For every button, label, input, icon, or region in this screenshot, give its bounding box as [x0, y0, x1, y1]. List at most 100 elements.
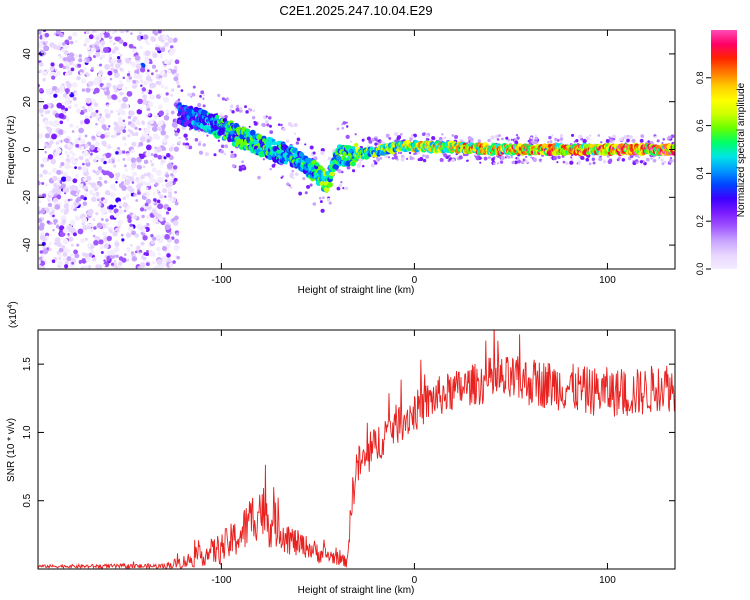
spectrogram-cell: [72, 31, 78, 37]
spectrogram-cell: [118, 116, 123, 121]
spectrogram-cell: [130, 162, 137, 169]
spectrogram-cell: [114, 241, 120, 247]
spectrogram-cell: [55, 225, 60, 229]
spectrogram-cell: [66, 154, 70, 158]
spectrogram-cell: [248, 125, 251, 128]
spectrogram-cell: [62, 93, 68, 98]
spectrogram-cell: [77, 166, 82, 170]
spectrogram-cell: [81, 162, 85, 166]
spectrogram-cell: [500, 156, 505, 161]
spectrogram-cell: [126, 232, 131, 238]
spectrogram-cell: [490, 135, 495, 140]
colorbar: 0.0 0.2 0.4 0.6 0.8 Normalized spectral ampl…: [695, 30, 747, 275]
spectrogram-cell: [137, 73, 141, 77]
spectrogram-cell: [92, 193, 97, 198]
spectrogram-cell: [514, 140, 519, 145]
spectrogram-cell: [67, 105, 72, 110]
spectrogram-cell: [58, 186, 63, 190]
spectrogram-cell: [314, 162, 320, 167]
spectrogram-cell: [62, 228, 68, 234]
spectrogram-cell: [88, 80, 94, 87]
spectrogram-cell: [84, 118, 90, 125]
spectrogram-cell: [143, 192, 147, 197]
spectrogram-cell: [143, 159, 149, 165]
spectrogram-cell: [191, 92, 196, 97]
spectrogram-cell: [128, 225, 134, 232]
spectrogram-cell: [375, 156, 379, 160]
spectrogram-cell: [89, 144, 96, 151]
spectrogram-cell: [131, 118, 136, 123]
spectrogram-cell: [168, 262, 174, 268]
spectrogram-cell: [108, 145, 111, 149]
spectrogram-cell: [90, 182, 97, 188]
spectrogram-cell: [325, 170, 330, 176]
spectrogram-cell: [202, 104, 206, 108]
spectrogram-cell: [40, 163, 45, 168]
spectrogram-cell: [170, 110, 175, 115]
spectrogram-cell: [39, 173, 43, 178]
spectrogram-cell: [64, 138, 70, 144]
spectrogram-cell: [112, 231, 118, 237]
spectrogram-cell: [40, 209, 46, 215]
spectrogram-cell: [78, 58, 83, 63]
snr-scale-exponent: 4: [7, 305, 14, 309]
spectrogram-cell: [104, 189, 111, 196]
spectrogram-cell: [510, 138, 514, 141]
spectrogram-cell: [149, 174, 154, 179]
spectrogram-cell: [466, 142, 469, 145]
spectrogram-cell: [118, 209, 124, 215]
spectrogram-cell: [107, 70, 113, 76]
spectrogram-cell: [150, 153, 154, 156]
spectrogram-cell: [64, 264, 69, 269]
spectrogram-cell: [91, 135, 96, 140]
spectrogram-cell: [161, 256, 168, 263]
spectrogram-cell: [158, 110, 165, 116]
spectrogram-cell: [354, 133, 357, 136]
spectrogram-cell: [67, 232, 70, 236]
spectrogram-cell: [156, 189, 160, 193]
spectrogram-cell: [139, 262, 146, 268]
spectrogram-cell: [146, 215, 150, 219]
spectrogram-cell: [166, 243, 171, 249]
spectrogram-y-tick-label: 0: [22, 146, 33, 152]
spectrogram-cell: [206, 134, 209, 137]
spectrogram-cell: [58, 113, 65, 119]
spectrogram-cell: [122, 136, 127, 141]
spectrogram-cell: [394, 132, 398, 136]
spectrogram-cell: [113, 187, 117, 192]
spectrogram-cell: [133, 193, 136, 197]
spectrogram-cell: [100, 207, 107, 214]
spectrogram-cell: [38, 210, 41, 215]
snr-marks: [38, 330, 675, 569]
spectrogram-cell: [112, 85, 117, 90]
spectrogram-cell: [87, 225, 91, 230]
spectrogram-cell: [106, 235, 112, 242]
spectrogram-cell: [137, 191, 141, 195]
spectrogram-cell: [577, 162, 581, 165]
spectrogram-cell: [102, 85, 106, 89]
spectrogram-cell: [351, 161, 356, 167]
spectrogram-cell: [124, 179, 131, 186]
spectrogram-cell: [111, 94, 118, 100]
spectrogram-cell: [522, 158, 526, 162]
spectrogram-cell: [645, 157, 650, 162]
spectrogram-cell: [268, 124, 272, 128]
spectrogram-cell: [174, 238, 180, 244]
spectrogram-cell: [248, 107, 251, 111]
spectrogram-cell: [106, 131, 111, 136]
spectrogram-cell: [83, 43, 87, 47]
spectrogram-cell: [667, 135, 672, 140]
spectrogram-cell: [56, 45, 61, 51]
spectrogram-cell: [245, 110, 249, 114]
spectrogram-cell: [97, 198, 100, 202]
spectrogram-cell: [185, 145, 189, 149]
spectrogram-cell: [58, 202, 62, 206]
spectrogram-cell: [129, 187, 135, 194]
spectrogram-cell: [113, 259, 117, 263]
spectrogram-cell: [487, 156, 491, 160]
spectrogram-cell: [636, 161, 639, 165]
spectrogram-cell: [122, 150, 126, 154]
spectrogram-cell: [557, 155, 561, 159]
spectrogram-cell: [38, 42, 44, 49]
spectrogram-cell: [114, 46, 119, 51]
